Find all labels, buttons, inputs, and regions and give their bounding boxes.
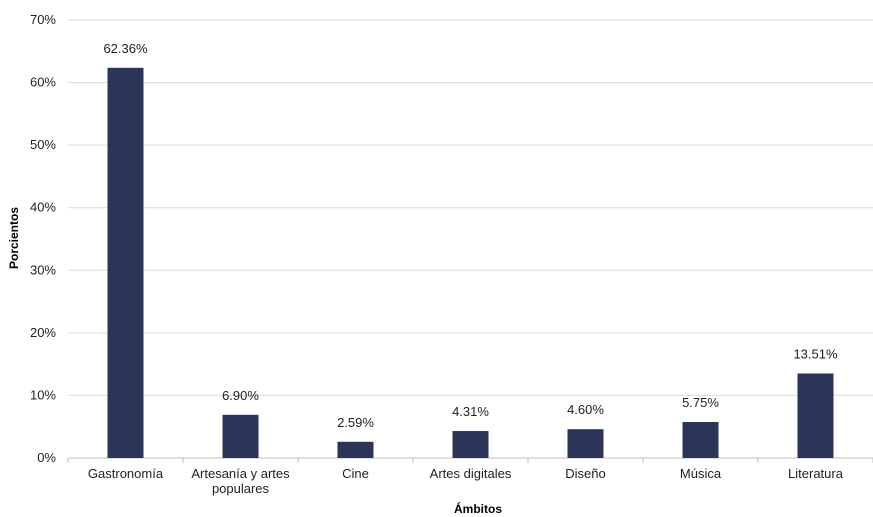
x-tick-label: Artes digitales	[430, 466, 512, 481]
bars	[107, 67, 834, 459]
y-axis-ticks: 0% 10% 20% 30% 40% 50% 60% 70%	[30, 12, 56, 465]
data-label: 6.90%	[222, 388, 259, 403]
y-tick-label: 60%	[30, 75, 56, 90]
y-tick-label: 30%	[30, 262, 56, 277]
x-axis-title: Ámbitos	[454, 501, 502, 516]
x-tick-label: Diseño	[565, 466, 605, 481]
y-axis-title: Porcientos	[7, 207, 21, 269]
x-tick-label-line: populares	[212, 481, 270, 496]
x-tick-label: Gastronomía	[88, 466, 164, 481]
x-tick-label: Música	[680, 466, 722, 481]
bar	[797, 373, 834, 458]
x-tick-label: Literatura	[788, 466, 844, 481]
data-label: 2.59%	[337, 415, 374, 430]
x-tick-label: Artesanía y artes populares	[191, 466, 290, 496]
x-tick-label-line: Cine	[342, 466, 369, 481]
data-label: 4.31%	[452, 404, 489, 419]
data-label: 4.60%	[567, 402, 604, 417]
bar	[567, 429, 604, 458]
x-tick-label-line: Música	[680, 466, 722, 481]
y-tick-label: 50%	[30, 137, 56, 152]
bar	[337, 441, 374, 458]
bar	[107, 67, 144, 459]
y-tick-label: 20%	[30, 325, 56, 340]
x-tick-label: Cine	[342, 466, 369, 481]
x-axis-ticks: Gastronomía Artesanía y artes populares Cin…	[67, 458, 873, 496]
y-tick-label: 70%	[30, 12, 56, 27]
gridlines	[68, 19, 873, 459]
x-tick-label-line: Diseño	[565, 466, 605, 481]
bar	[452, 431, 489, 458]
data-labels: 62.36% 6.90% 2.59% 4.31% 4.60% 5.75% 13.51%	[103, 41, 838, 430]
y-tick-label: 10%	[30, 387, 56, 402]
y-tick-label: 40%	[30, 200, 56, 215]
x-tick-label-line: Artesanía y artes	[191, 466, 290, 481]
bar	[682, 422, 719, 458]
data-label: 5.75%	[682, 395, 719, 410]
bar	[222, 414, 259, 458]
data-label: 62.36%	[103, 41, 148, 56]
data-label: 13.51%	[793, 346, 838, 361]
x-tick-label-line: Artes digitales	[430, 466, 512, 481]
x-tick-label-line: Gastronomía	[88, 466, 164, 481]
y-tick-label: 0%	[37, 450, 56, 465]
x-tick-label-line: Literatura	[788, 466, 844, 481]
